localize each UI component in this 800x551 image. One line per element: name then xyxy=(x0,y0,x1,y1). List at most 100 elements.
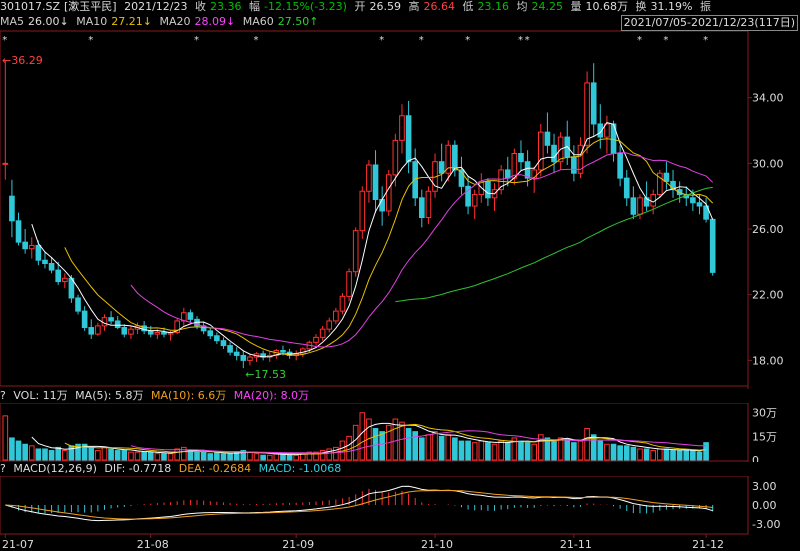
candle-body xyxy=(531,169,538,179)
event-star-marker: * xyxy=(419,35,424,46)
macd-dea-line xyxy=(5,489,713,520)
event-star-marker: * xyxy=(379,35,384,46)
volume-bar xyxy=(425,434,432,461)
volume-bar xyxy=(81,443,88,461)
volume-bar xyxy=(22,443,28,461)
volume-bar xyxy=(485,442,491,461)
volume-bar xyxy=(438,435,445,461)
event-star-marker: * xyxy=(88,35,93,46)
candles-group xyxy=(2,60,716,369)
volume-bar xyxy=(121,450,128,461)
vol-value: 10.68万 xyxy=(585,0,628,13)
date-axis-label: 21-08 xyxy=(137,538,169,551)
candle-body xyxy=(670,180,676,191)
candle-body xyxy=(346,271,352,297)
macd-axis-label: 0.00 xyxy=(752,499,777,512)
avg-value: 24.25 xyxy=(531,0,563,13)
candle-body xyxy=(319,328,326,338)
candle-body xyxy=(399,115,405,141)
candle-body xyxy=(438,161,445,174)
ma-legend: MA5 26.00↓ MA10 27.21↓ MA20 28.09↓ MA60 27.5… xyxy=(0,15,800,29)
high-label: 高 xyxy=(408,0,420,13)
candle-body xyxy=(617,152,623,179)
candle-body xyxy=(220,340,227,347)
volume-bar xyxy=(95,450,101,461)
price-axis-label: 30.00 xyxy=(752,157,784,170)
candle-body xyxy=(9,195,15,222)
price-axis-label: 18.00 xyxy=(752,354,784,367)
macd-panel-frame xyxy=(0,475,749,535)
volume-bar xyxy=(571,442,577,461)
volume-bars-group xyxy=(2,412,709,461)
low-value: 23.16 xyxy=(477,0,509,13)
volume-bar xyxy=(690,450,696,461)
macd-title: MACD(12,26,9) xyxy=(13,462,97,475)
high-value: 26.64 xyxy=(423,0,455,13)
candle-body xyxy=(75,297,81,312)
stock-name: [漱玉平民] xyxy=(64,0,117,13)
candle-body xyxy=(544,131,551,146)
volume-bar xyxy=(630,446,637,461)
vol-help-icon[interactable]: ? xyxy=(0,389,6,402)
volume-bar xyxy=(551,440,557,461)
macd-legend: ? MACD(12,26,9) DIF: -0.7718 DEA: -0.268… xyxy=(0,462,800,476)
volume-bar xyxy=(597,440,604,461)
volume-bar xyxy=(227,453,233,461)
volume-bar xyxy=(55,446,62,461)
amplitude-label: 振 xyxy=(699,0,711,13)
ma5-value: 26.00↓ xyxy=(28,15,69,28)
candle-body xyxy=(518,152,524,163)
candle-body xyxy=(147,330,154,335)
event-star-marker: * xyxy=(525,35,530,46)
candle-body xyxy=(42,259,48,265)
event-star-marker: * xyxy=(703,35,708,46)
candle-body xyxy=(656,172,663,196)
ma60-label: MA60 xyxy=(242,15,274,28)
volume-bar xyxy=(286,454,293,461)
macd-dea: DEA: -0.2684 xyxy=(178,462,252,475)
volume-bar xyxy=(313,451,319,461)
candle-body xyxy=(352,230,359,273)
candle-body xyxy=(114,320,121,329)
vol-current: VOL: 11万 xyxy=(13,389,68,402)
open-value: 26.59 xyxy=(369,0,401,13)
volume-bar xyxy=(696,451,703,461)
candle-body xyxy=(214,335,220,342)
candle-body xyxy=(676,189,683,196)
candle-body xyxy=(690,197,696,204)
volume-bar xyxy=(432,431,438,461)
vol-axis-label: 30万 xyxy=(752,407,777,420)
candle-body xyxy=(233,351,240,356)
volume-bar xyxy=(399,421,405,461)
volume-bar xyxy=(2,415,9,461)
volume-bar xyxy=(458,440,465,461)
volume-bar xyxy=(68,445,75,461)
volume-bar xyxy=(372,427,379,461)
candle-body xyxy=(81,310,88,329)
candle-body xyxy=(2,162,9,165)
volume-bar xyxy=(128,451,134,461)
high-annotation: ←36.29 xyxy=(2,54,43,67)
candle-body xyxy=(48,263,55,271)
volume-bar xyxy=(445,434,452,461)
volume-bar xyxy=(28,445,35,461)
date-range-selector[interactable]: 2021/07/05-2021/12/23(117日) xyxy=(620,15,798,31)
ma5-label: MA5 xyxy=(0,15,25,28)
macd-axis-label: -3.00 xyxy=(752,518,780,531)
volume-bar xyxy=(293,454,300,461)
vol-axis-label: 15万 xyxy=(752,430,777,443)
volume-bar xyxy=(418,437,425,461)
candle-body xyxy=(412,161,419,199)
date-axis-label: 21-09 xyxy=(282,538,314,551)
candle-body xyxy=(597,123,604,138)
candle-body xyxy=(35,244,42,261)
ma10-label: MA10 xyxy=(76,15,108,28)
candle-body xyxy=(379,198,385,212)
candle-body xyxy=(280,350,286,353)
volume-bar xyxy=(266,454,273,461)
volume-bar xyxy=(88,446,95,461)
candle-body xyxy=(22,241,28,250)
candle-body xyxy=(537,131,544,171)
macd-help-icon[interactable]: ? xyxy=(0,462,6,475)
vol-ma5-line xyxy=(31,422,707,456)
